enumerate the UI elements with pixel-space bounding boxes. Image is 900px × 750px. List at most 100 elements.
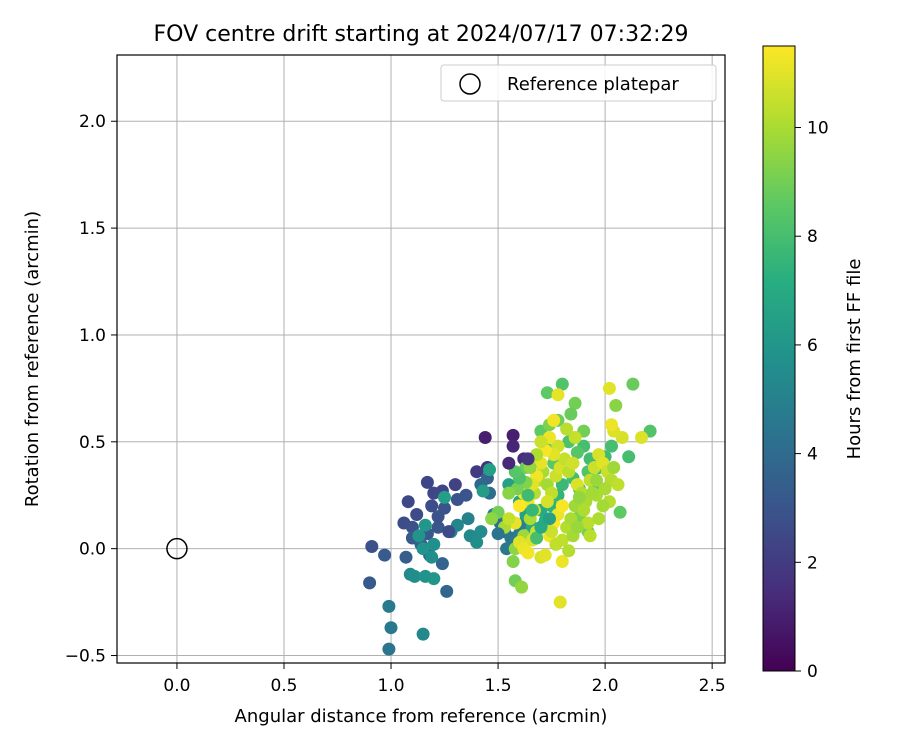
data-point (521, 488, 535, 502)
data-point (438, 490, 451, 504)
data-point (491, 527, 505, 541)
data-point (549, 537, 563, 551)
data-point (476, 484, 490, 498)
data-point (622, 450, 636, 464)
data-point (442, 525, 456, 539)
data-point (378, 548, 392, 562)
data-point (568, 396, 582, 410)
data-point (470, 535, 484, 549)
colorbar-tick-label: 0 (807, 662, 818, 682)
y-tick-label: 2.0 (79, 112, 106, 132)
x-tick-label: 0.5 (270, 676, 297, 696)
data-point (605, 418, 618, 432)
data-point (564, 407, 578, 421)
data-point (602, 381, 616, 395)
data-point (562, 544, 576, 558)
colorbar-ticks: 0 2 4 6 8 10 (795, 119, 829, 682)
data-point (605, 439, 618, 453)
data-point (506, 555, 520, 568)
data-point (596, 499, 610, 513)
data-point (547, 413, 561, 427)
data-point (384, 621, 398, 635)
data-point (577, 503, 591, 517)
data-point (485, 512, 499, 526)
data-point (521, 546, 535, 560)
y-tick-label: −0.5 (65, 647, 106, 667)
data-point (611, 478, 625, 492)
x-axis: 0.0 0.5 1.0 1.5 2.0 2.5 (163, 663, 726, 696)
data-point (382, 599, 396, 613)
colorbar-label: Hours from first FF file (844, 259, 865, 460)
data-point (553, 595, 567, 609)
data-point (418, 518, 432, 532)
data-point (425, 550, 439, 564)
data-point (572, 490, 586, 504)
data-point (408, 569, 422, 583)
y-tick-label: 1.0 (79, 326, 106, 346)
data-point (521, 452, 535, 466)
data-point (431, 520, 445, 534)
data-point (543, 512, 556, 526)
data-point (570, 446, 584, 459)
data-point (478, 431, 492, 444)
data-point (416, 627, 430, 641)
colorbar-gradient (762, 45, 796, 672)
data-point (555, 499, 569, 513)
data-point (410, 508, 424, 521)
data-point (568, 431, 582, 444)
x-axis-label: Angular distance from reference (arcmin) (235, 706, 608, 727)
data-point (534, 520, 548, 534)
data-point (461, 512, 475, 526)
data-point (440, 584, 454, 598)
data-point (427, 486, 441, 500)
data-point (365, 540, 379, 553)
data-point (540, 495, 554, 509)
data-point (585, 486, 599, 500)
data-point (592, 512, 606, 526)
data-point (435, 557, 449, 571)
y-axis: −0.5 0.0 0.5 1.0 1.5 2.0 (65, 112, 117, 667)
data-point (513, 499, 526, 513)
y-tick-label: 1.5 (79, 219, 106, 239)
data-point (525, 503, 539, 517)
data-point (540, 386, 554, 400)
data-point (502, 456, 516, 470)
data-point (570, 520, 584, 534)
data-point (416, 542, 430, 556)
data-point (401, 495, 415, 509)
data-point (425, 499, 439, 513)
plot-frame (116, 54, 726, 664)
data-point (598, 482, 612, 496)
chart-title: FOV centre drift starting at 2024/07/17 … (154, 22, 689, 47)
legend-box (440, 64, 717, 102)
data-point (412, 529, 426, 543)
data-point (502, 486, 516, 500)
data-point (363, 576, 377, 590)
colorbar: 0 2 4 6 8 10 Hours from first FF file (762, 45, 865, 682)
colorbar-tick-label: 10 (807, 119, 829, 139)
data-point (545, 525, 559, 539)
data-point (626, 377, 640, 391)
data-point (583, 529, 597, 543)
data-point (609, 399, 623, 412)
data-point (431, 510, 445, 524)
data-point (459, 488, 473, 502)
legend: Reference platepar (440, 64, 717, 102)
data-point (448, 478, 462, 492)
colorbar-tick-label: 4 (807, 445, 818, 465)
data-point (470, 465, 484, 479)
data-point (420, 475, 434, 489)
data-point (506, 428, 520, 442)
grid (117, 55, 725, 663)
y-tick-label: 0.5 (79, 433, 106, 453)
data-point (382, 642, 396, 656)
colorbar-tick-label: 8 (807, 227, 818, 247)
data-point (590, 473, 603, 487)
data-point (502, 512, 516, 526)
data-point (506, 439, 520, 453)
data-points (363, 377, 657, 656)
data-point (483, 463, 496, 477)
data-point (530, 531, 544, 545)
y-tick-label: 0.0 (79, 540, 106, 560)
